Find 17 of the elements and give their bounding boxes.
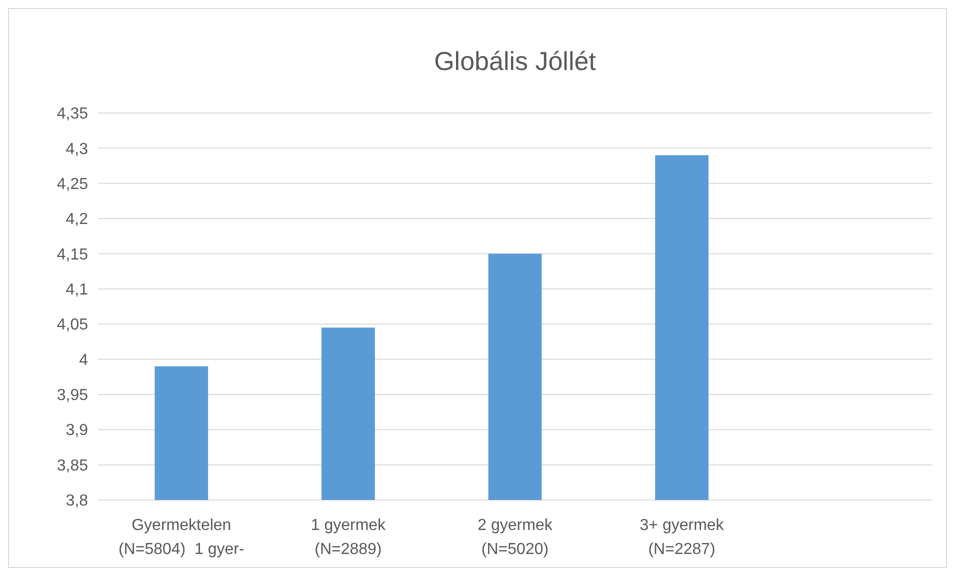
y-tick-label: 3,9 xyxy=(66,422,88,440)
chart-title: Globális Jóllét xyxy=(434,46,597,76)
x-tick-label: Gyermektelen (N=5804) 1 gyer- xyxy=(118,517,244,558)
y-tick-label: 4,05 xyxy=(56,316,88,334)
y-tick-label: 3,95 xyxy=(56,387,88,404)
x-tick-label: 2 gyermek (N=5020) xyxy=(478,517,554,558)
x-tick-label: 3+ gyermek (N=2287) xyxy=(640,517,725,558)
y-tick-label: 3,85 xyxy=(56,457,88,474)
x-tick-label: 1 gyermek (N=2889) xyxy=(310,517,387,558)
y-tick-label: 4,3 xyxy=(66,140,88,158)
y-tick-label: 4,1 xyxy=(66,282,88,299)
y-tick-label: 3,8 xyxy=(66,492,88,510)
y-tick-label: 4,35 xyxy=(56,106,88,123)
y-tick-label: 4,25 xyxy=(56,176,88,193)
y-tick-label: 4 xyxy=(79,352,88,369)
y-tick-label: 4,15 xyxy=(56,246,88,264)
y-tick-label: 4,2 xyxy=(66,211,88,228)
